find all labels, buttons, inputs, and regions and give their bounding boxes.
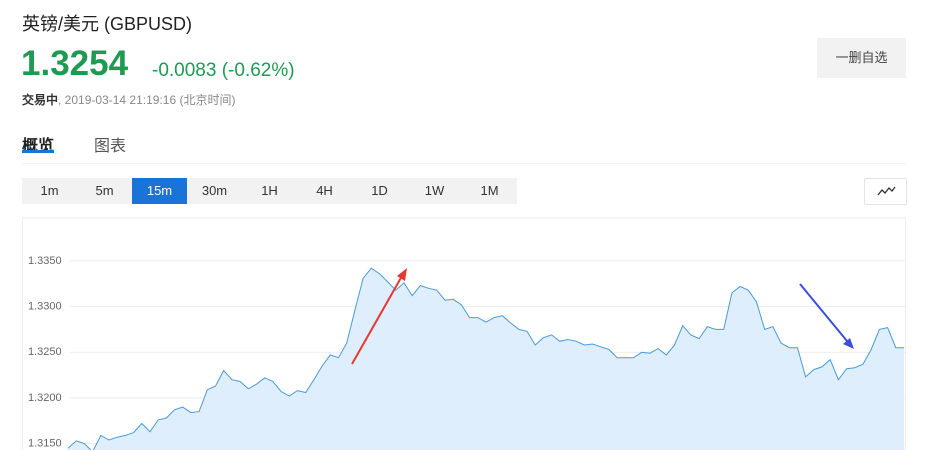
price-line (67, 267, 904, 450)
y-tick-label: 1.3200 (28, 392, 62, 404)
timeframe-button[interactable]: 1H (261, 183, 278, 198)
y-tick-label: 1.3300 (28, 301, 62, 313)
annotation-arrow (799, 283, 854, 349)
timeframe-button[interactable]: 15m (132, 178, 187, 204)
tab[interactable]: 图表 (94, 138, 127, 155)
line-icon (877, 186, 896, 196)
status: 交易中 (22, 93, 59, 107)
timeframe-button[interactable]: 1W (424, 183, 445, 198)
timestamp: , 2019-03-14 21:19:16 (北京时间) (58, 93, 236, 107)
timeframe-button[interactable]: 5m (95, 183, 114, 198)
y-tick-label: 1.3250 (28, 346, 62, 358)
timeframe-button[interactable]: 4H (316, 183, 333, 198)
timeframe-button[interactable]: 30m (201, 183, 228, 198)
y-tick-label: 1.3150 (28, 438, 62, 450)
timeframe-bar: 1m 5m 15m 30m 1H 4H 1D 1W 1M (22, 178, 517, 204)
tab-underline (22, 150, 54, 153)
y-tick-label: 1.3350 (28, 255, 62, 267)
annotation-arrow (351, 268, 407, 365)
change: -0.0083 (-0.62%) (152, 60, 295, 81)
timeframe-button[interactable]: 1m (40, 183, 59, 198)
area (68, 268, 904, 450)
title: 英镑/美元 (GBPUSD) (22, 14, 193, 34)
timeframe-button[interactable]: 1D (371, 183, 388, 198)
watchlist-button[interactable]: 一删自选 (817, 38, 906, 78)
timeframe-button[interactable]: 1M (480, 183, 499, 198)
chart-type-button[interactable] (864, 178, 907, 205)
status-line: 交易中, 2019-03-14 21:19:16 (北京时间) (22, 91, 235, 108)
price: 1.3254 (21, 44, 129, 83)
divider (22, 163, 906, 164)
